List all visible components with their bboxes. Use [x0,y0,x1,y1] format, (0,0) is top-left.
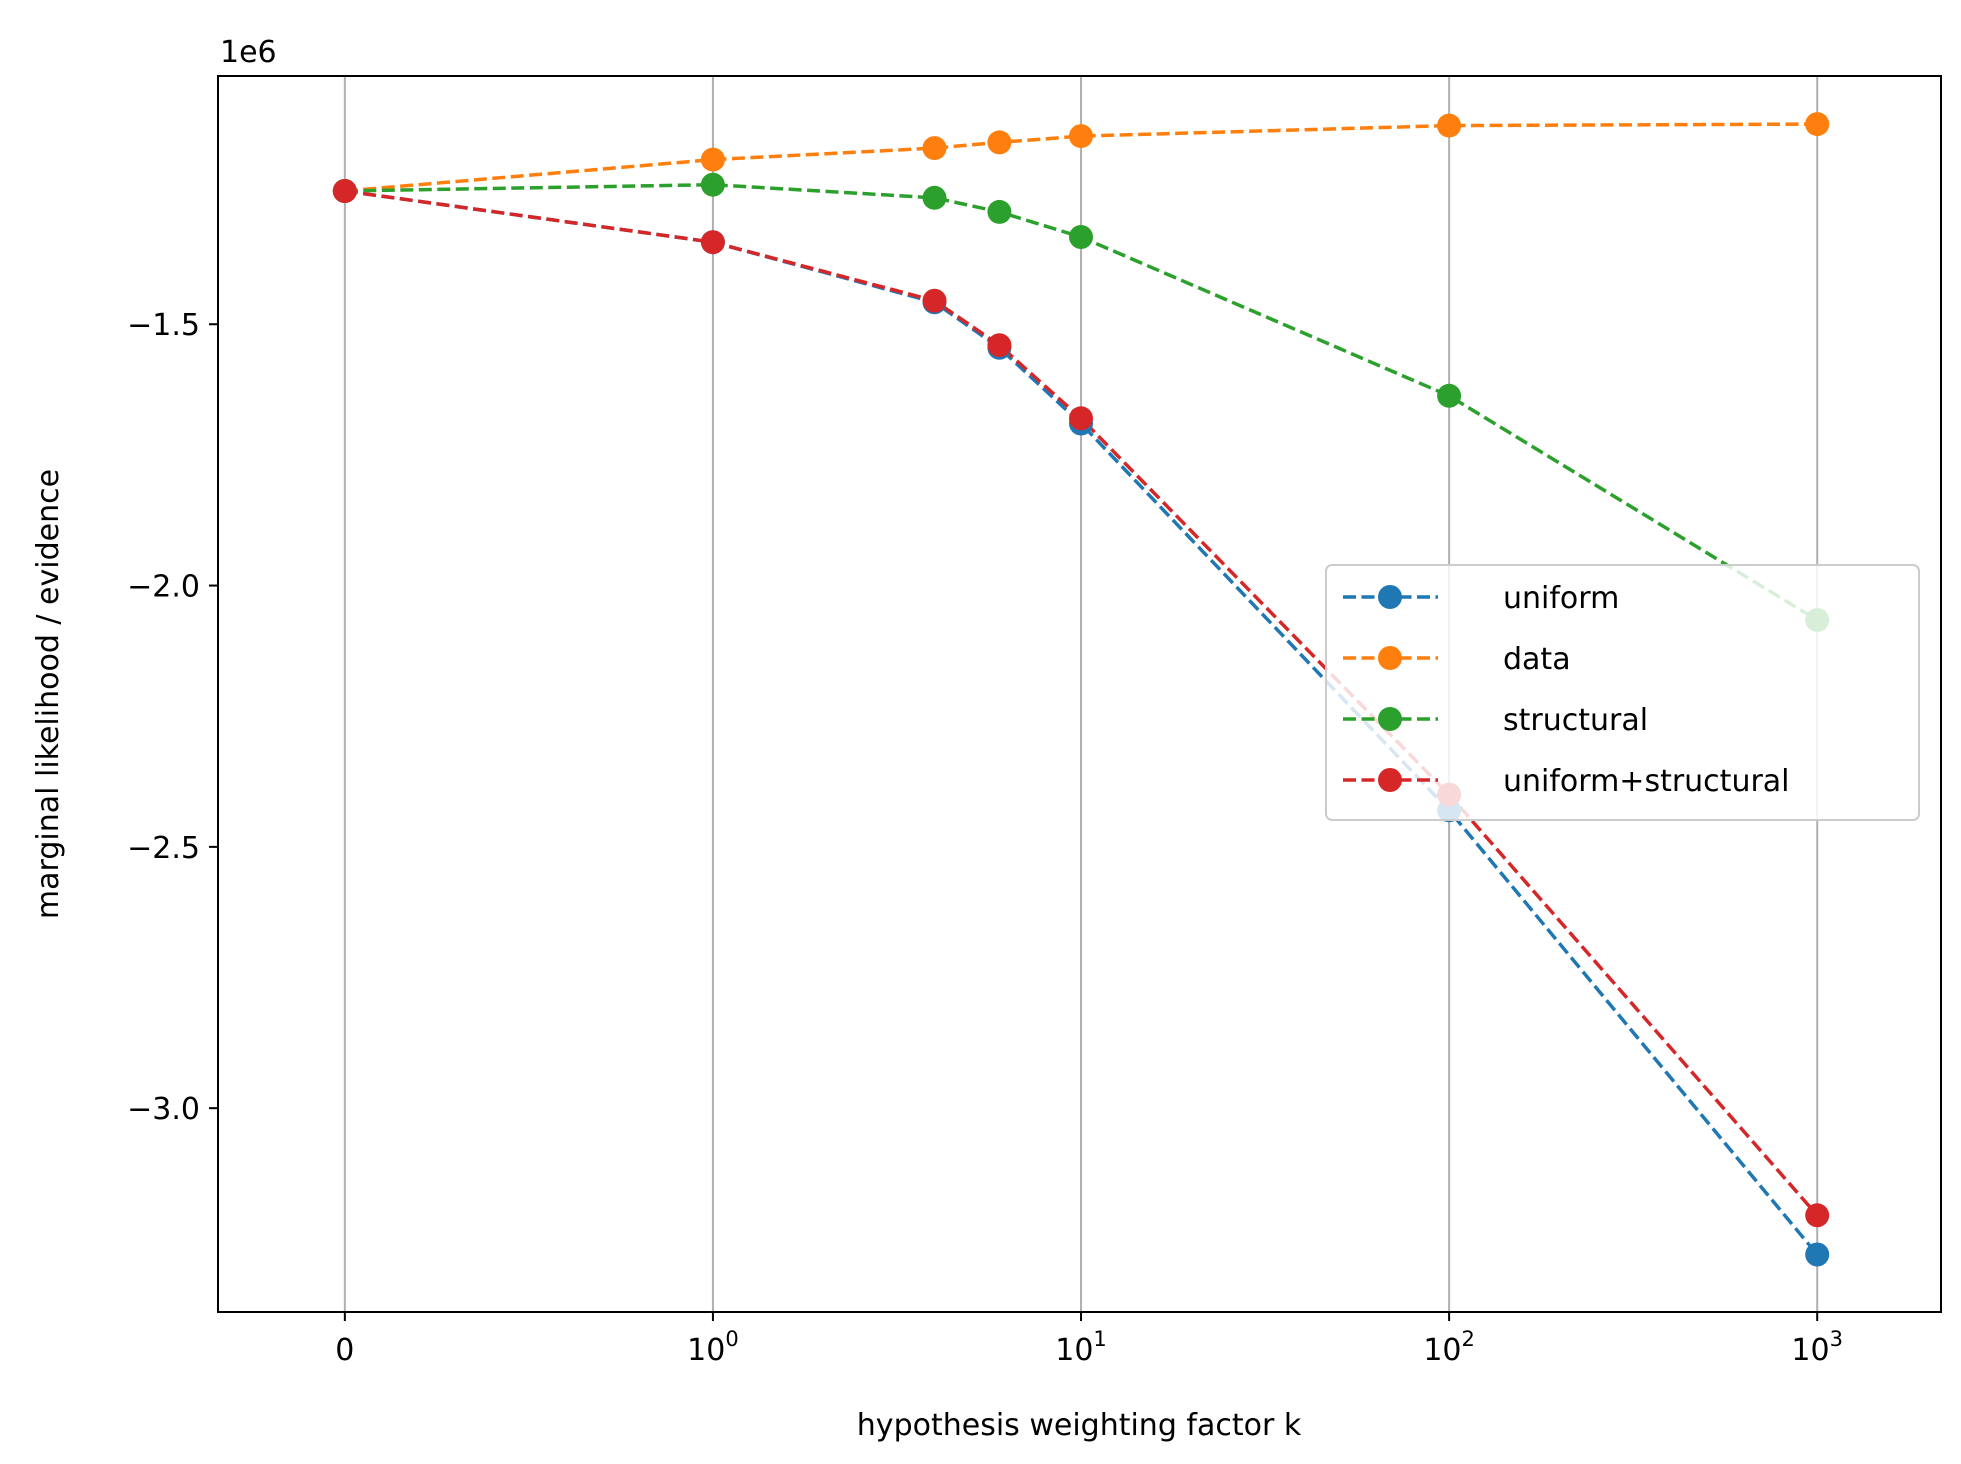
legend-label: data [1503,642,1571,677]
y-tick-label: −2.5 [127,831,200,866]
x-tick-base: 10 [687,1333,725,1368]
plot-area-frame [217,75,1942,1313]
x-tick-base: 0 [335,1333,354,1368]
data-point-data [987,130,1012,155]
legend-marker [1378,585,1402,609]
x-tick-label: 102 [1423,1327,1475,1368]
x-tick-exponent: 1 [1093,1327,1106,1351]
x-axis-ticks: 0 100 101 102 103 [335,1312,1843,1368]
data-point-uniform [1805,1242,1830,1267]
x-tick-exponent: 3 [1830,1327,1843,1351]
x-tick-exponent: 2 [1462,1327,1475,1351]
x-tick-label: 101 [1055,1327,1107,1368]
x-axis-label: hypothesis weighting factor k [857,1408,1302,1443]
x-tick-exponent: 0 [725,1327,738,1351]
data-point-data [922,136,947,161]
data-point-uniform-plus-structural [1805,1203,1830,1228]
legend-label: uniform [1503,581,1619,616]
data-point-uniform-plus-structural [922,288,947,313]
data-point-data [1437,113,1462,138]
data-point-data [700,147,725,172]
legend-marker [1378,768,1402,792]
y-tick-label: −1.5 [127,308,200,343]
y-offset-label: 1e6 [220,35,277,70]
data-point-structural [922,185,947,210]
legend-box [1325,564,1920,821]
legend: uniform data structural uniform+structural [1325,564,1920,821]
legend-marker [1378,707,1402,731]
legend-label: uniform+structural [1503,764,1790,799]
y-axis-ticks: −1.5 −2.0 −2.5 −3.0 [127,308,218,1127]
legend-label: structural [1503,703,1648,738]
y-tick-label: −3.0 [127,1092,200,1127]
data-point-data [1805,112,1830,137]
data-point-uniform-plus-structural [700,230,725,255]
data-point-structural [1437,383,1462,408]
data-point-structural [1069,225,1093,249]
data-point-data [1069,124,1093,149]
x-tick-label: 100 [687,1327,739,1368]
x-tick-base: 10 [1055,1333,1093,1368]
x-tick-base: 10 [1791,1333,1829,1368]
y-axis-label: marginal likelihood / evidence [31,469,66,919]
legend-marker [1378,646,1402,670]
data-point-structural [987,199,1012,224]
data-point-uniform-plus-structural [987,333,1012,358]
x-tick-label: 103 [1791,1327,1843,1368]
data-point-structural [700,172,725,197]
x-tick-label: 0 [335,1333,354,1368]
data-point-uniform-plus-structural [332,179,357,203]
data-point-uniform-plus-structural [1069,406,1093,431]
series-markers [332,112,1830,1267]
y-tick-label: −2.0 [127,570,200,605]
x-tick-base: 10 [1423,1333,1461,1368]
